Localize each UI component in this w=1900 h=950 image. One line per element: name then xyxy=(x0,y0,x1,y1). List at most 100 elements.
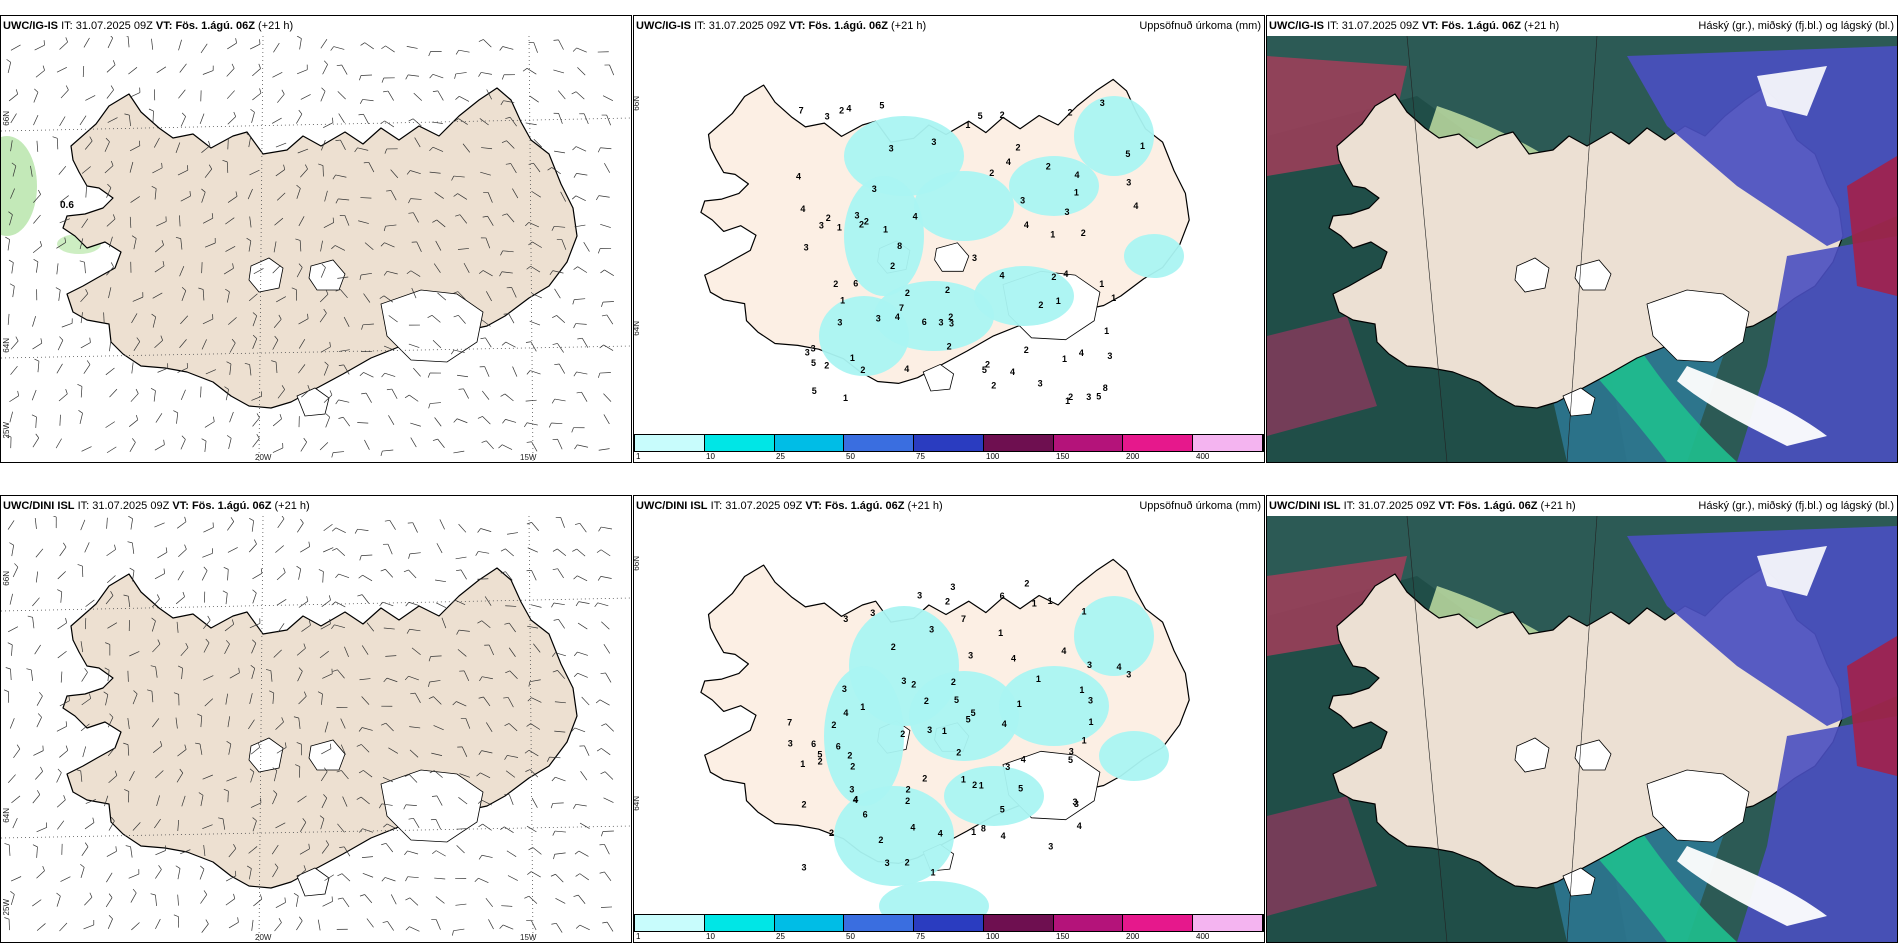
wind-barb-flag xyxy=(386,388,392,391)
wind-barb xyxy=(530,604,542,608)
wind-barb-flag xyxy=(271,360,277,363)
wind-barb-flag xyxy=(380,120,385,125)
colorbar-tick: 200 xyxy=(1126,452,1140,461)
wind-barb xyxy=(299,240,302,252)
wind-barb-flag xyxy=(272,767,278,771)
precip-area xyxy=(834,786,954,886)
wind-barb xyxy=(560,517,565,528)
wind-barb-flag xyxy=(150,387,156,391)
wind-barb-flag xyxy=(128,516,133,519)
wind-barb xyxy=(108,775,118,783)
wind-barb xyxy=(502,250,514,253)
wind-barb xyxy=(340,289,348,299)
wind-barb xyxy=(81,446,92,452)
wind-barb xyxy=(224,643,230,655)
wind-barb-flag xyxy=(231,619,235,625)
wind-barb xyxy=(80,770,83,782)
wind-barb xyxy=(554,852,566,855)
wind-barb xyxy=(324,190,328,202)
lat-label: 66N xyxy=(633,96,641,111)
precip-value: 6 xyxy=(853,278,858,288)
wind-barb xyxy=(33,114,39,126)
wind-barb-flag xyxy=(291,287,297,290)
wind-barb xyxy=(9,214,13,226)
wind-barb xyxy=(59,546,67,557)
clear-sky-area xyxy=(1757,546,1827,596)
wind-barb xyxy=(178,89,186,99)
wind-barb xyxy=(85,799,97,804)
wind-barb xyxy=(454,599,466,606)
wind-barb xyxy=(204,242,216,248)
wind-barb-flag xyxy=(237,917,239,923)
wind-barb-flag xyxy=(573,804,577,809)
wind-barb xyxy=(36,846,38,858)
wind-barb xyxy=(177,570,184,581)
wind-barb xyxy=(344,215,350,226)
wind-barb-flag xyxy=(151,617,156,622)
vt-label: VT: xyxy=(172,500,189,512)
wind-barb xyxy=(155,869,162,879)
wind-barb xyxy=(408,569,417,579)
wind-barb xyxy=(533,139,542,148)
wind-barb-flag xyxy=(552,548,558,552)
wind-barb-flag xyxy=(572,299,575,305)
precip-area xyxy=(944,766,1044,826)
wind-barb xyxy=(106,575,116,584)
wind-barb-flag xyxy=(575,924,581,929)
wind-barb xyxy=(58,393,68,402)
wind-barb xyxy=(7,626,19,633)
wind-barb-flag xyxy=(318,569,324,572)
wind-barb xyxy=(273,319,282,328)
wind-barb-flag xyxy=(233,893,236,899)
wind-barb xyxy=(365,392,372,403)
wind-barb xyxy=(105,694,109,706)
wind-barb-flag xyxy=(359,555,362,561)
wind-barb xyxy=(322,673,333,679)
wind-barb xyxy=(108,236,113,248)
wind-barb-flag xyxy=(42,865,45,871)
wind-barb xyxy=(531,190,541,198)
wind-barb xyxy=(10,876,22,882)
wind-barb xyxy=(341,770,349,780)
wind-barb-flag xyxy=(500,826,505,831)
wind-barb xyxy=(558,113,563,124)
glacier xyxy=(934,242,970,272)
panel-header: UWC/IG-IS IT: 31.07.2025 09Z VT: Fös. 1.… xyxy=(1,16,631,36)
wind-barb xyxy=(555,776,566,782)
wind-barb-flag xyxy=(383,271,388,276)
wind-barb xyxy=(57,622,67,630)
precip-value: 1 xyxy=(998,628,1003,638)
wind-barb xyxy=(557,439,563,450)
wind-barb xyxy=(411,287,417,299)
wind-barb xyxy=(81,846,89,857)
wind-barb xyxy=(107,117,118,123)
precip-value: 1 xyxy=(1056,296,1061,306)
wind-barb xyxy=(56,66,68,73)
wind-barb xyxy=(528,222,540,228)
wind-barb xyxy=(338,573,350,579)
wind-barb-flag xyxy=(379,295,385,299)
wind-barb-flag xyxy=(551,602,555,608)
wind-barb xyxy=(455,903,467,906)
wind-barb xyxy=(579,822,590,829)
wind-barb xyxy=(507,532,518,535)
precip-value: 3 xyxy=(788,739,793,749)
precip-value: 8 xyxy=(897,241,902,251)
wind-barb xyxy=(32,342,43,350)
wind-barb xyxy=(577,622,588,630)
wind-barb-flag xyxy=(381,77,385,83)
wind-barb-flag xyxy=(547,167,552,171)
wind-barb xyxy=(606,314,614,325)
wind-barb xyxy=(431,121,443,124)
wind-barb xyxy=(363,293,371,303)
wind-barb xyxy=(105,897,113,908)
wind-barb xyxy=(81,698,91,706)
lead-time: (+21 h) xyxy=(274,500,310,512)
wind-barb xyxy=(33,750,44,756)
precip-value: 2 xyxy=(1000,110,1005,120)
wind-barb-flag xyxy=(358,113,364,116)
wind-barb xyxy=(275,169,285,177)
wind-barb xyxy=(486,291,492,302)
wind-barb-flag xyxy=(360,42,365,46)
wind-barb-flag xyxy=(552,830,556,836)
